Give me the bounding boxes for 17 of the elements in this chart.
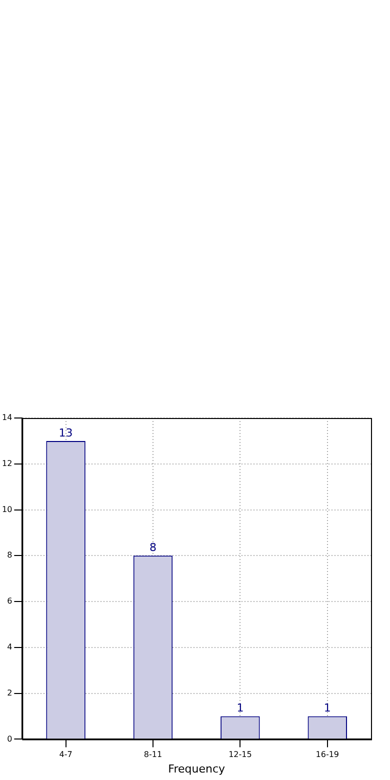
y-tick-label: 0 — [7, 734, 12, 744]
y-tick-label: 6 — [7, 596, 12, 606]
x-tick-label: 16-19 — [316, 750, 340, 760]
y-tick-label: 4 — [7, 642, 12, 652]
data-label: 1 — [236, 702, 244, 715]
x-tick-label: 4-7 — [59, 750, 72, 760]
data-label: 8 — [149, 541, 156, 554]
y-tick-label: 8 — [7, 550, 12, 560]
x-tick-label: 12-15 — [228, 750, 252, 760]
y-tick-label: 14 — [2, 413, 12, 422]
y-tick-label: 2 — [7, 688, 12, 698]
y-tick-label: 10 — [2, 504, 12, 514]
x-axis-title: Frequency — [168, 762, 226, 776]
data-label: 1 — [324, 702, 331, 715]
y-tick-label: 12 — [2, 458, 12, 468]
x-tick-label: 8-11 — [144, 750, 162, 760]
data-label: 13 — [58, 426, 73, 440]
